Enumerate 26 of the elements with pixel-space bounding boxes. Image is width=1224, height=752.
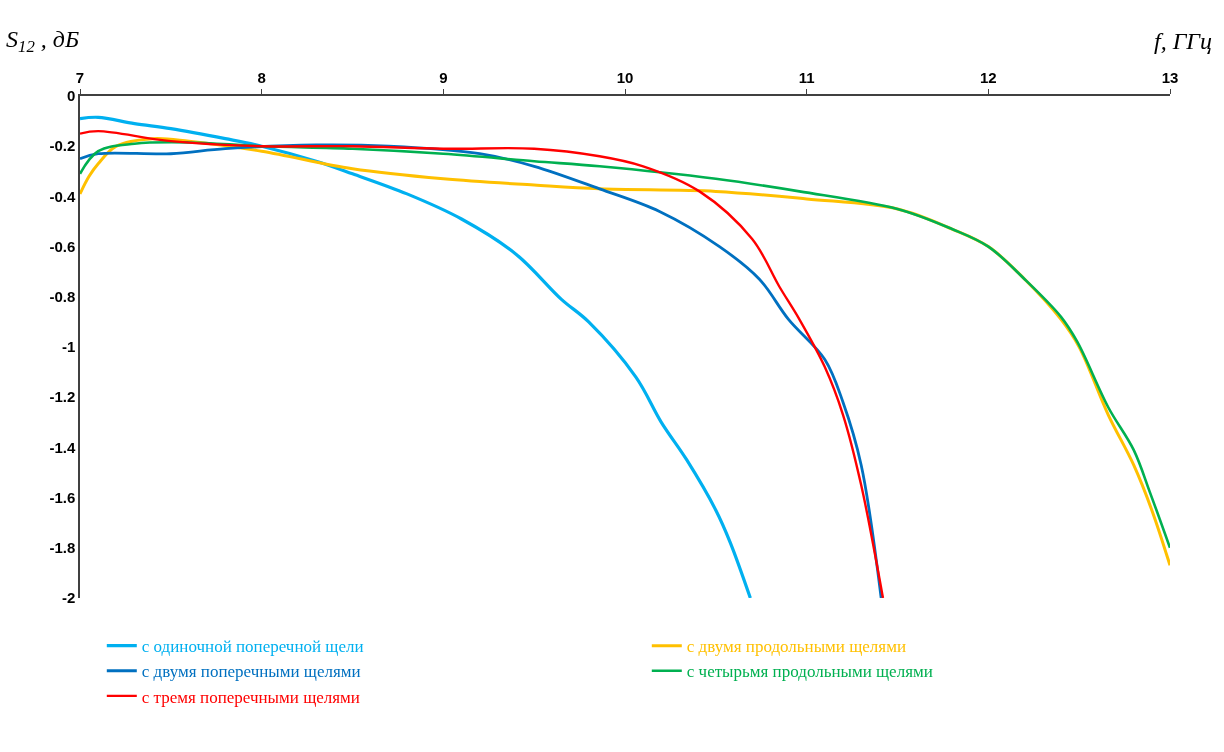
y-tick-label: -1.4 [49,438,76,456]
legend-label: с двумя продольными щелями [686,637,906,657]
y-axis-title: S$_{12}$ , дБ [6,26,80,57]
y-tick-label: -0.6 [49,237,76,255]
x-tick-label: 7 [75,69,85,87]
x-tick-label: 11 [798,69,815,87]
legend-label: с двумя поперечными щелями [141,662,361,682]
y-tick-label: -1.6 [49,488,76,506]
y-tick-label: 0 [66,87,76,105]
x-tick-label: 9 [439,69,448,87]
x-tick-label: 8 [257,69,266,87]
legend-label: с одиночной поперечной щели [141,637,364,657]
x-tick-label: 12 [979,69,997,87]
y-tick-label: -1 [61,338,76,356]
x-axis-title: f, ГГц [1154,28,1212,54]
legend-label: с четырьмя продольными щелями [686,662,933,682]
y-tick-label: -0.8 [49,288,76,306]
y-tick-label: -0.2 [49,137,76,155]
line-series [80,115,752,598]
x-tick-label: 10 [616,69,634,87]
y-tick-label: -1.2 [49,388,76,406]
legend-label: с тремя поперечными щелями [141,687,360,707]
y-tick-label: -1.8 [49,539,76,557]
x-tick-label: 13 [1161,69,1179,87]
y-tick-label: -0.4 [49,187,76,205]
y-tick-label: -2 [61,589,76,607]
